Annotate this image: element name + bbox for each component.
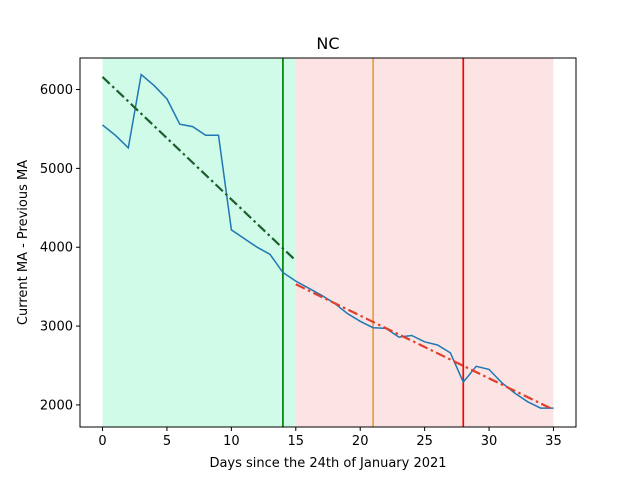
x-tick-label: 30 xyxy=(481,434,498,449)
y-tick-label: 5000 xyxy=(40,162,73,177)
y-axis-ticks: 2000 3000 4000 5000 6000 xyxy=(40,83,80,413)
shaded-region-2 xyxy=(295,58,554,427)
vertical-lines xyxy=(282,58,465,427)
x-tick-label: 10 xyxy=(223,434,240,449)
x-axis-label: Days since the 24th of January 2021 xyxy=(209,456,446,471)
y-tick-label: 3000 xyxy=(40,320,73,335)
trend-line-before xyxy=(101,76,297,262)
plot-frame xyxy=(79,57,577,428)
y-tick-label: 4000 xyxy=(40,241,73,256)
y-axis-label: Current MA - Previous MA xyxy=(16,160,31,325)
x-tick-label: 15 xyxy=(288,434,305,449)
chart-title: NC xyxy=(316,34,339,53)
x-tick-label: 0 xyxy=(98,434,106,449)
x-tick-label: 35 xyxy=(545,434,562,449)
x-tick-label: 20 xyxy=(352,434,369,449)
series-lines xyxy=(101,73,554,411)
shaded-region-1 xyxy=(102,58,296,427)
x-axis-ticks: 0 5 10 15 20 25 30 35 xyxy=(98,427,562,449)
x-tick-label: 5 xyxy=(163,434,171,449)
shaded-regions xyxy=(102,58,554,427)
y-tick-label: 6000 xyxy=(40,83,73,98)
x-tick-label: 25 xyxy=(416,434,433,449)
y-tick-label: 2000 xyxy=(40,398,73,413)
trend-line-after xyxy=(295,283,554,411)
